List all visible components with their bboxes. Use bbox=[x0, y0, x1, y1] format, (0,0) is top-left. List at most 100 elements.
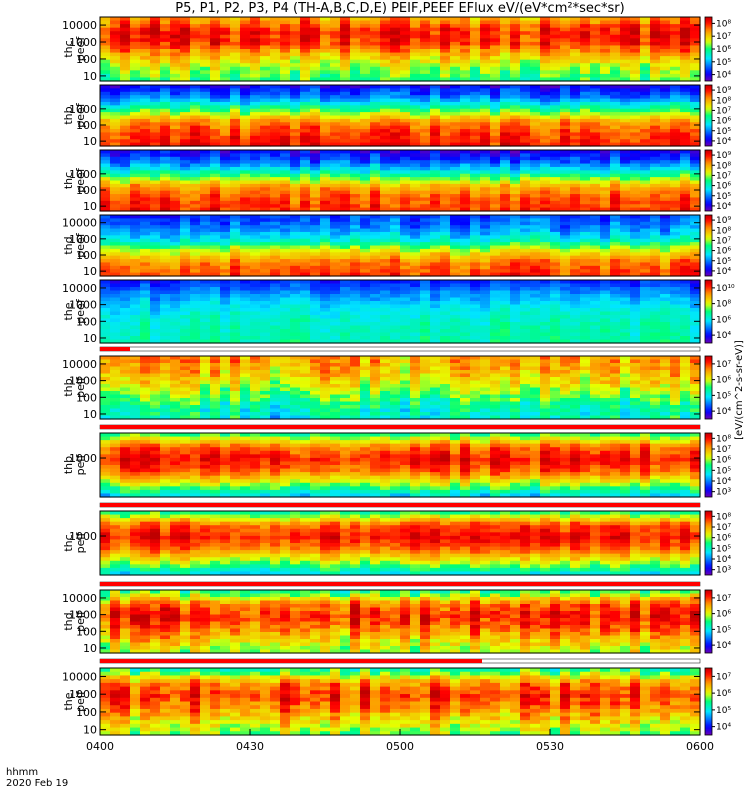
panel-probe-label: thb bbox=[62, 378, 75, 396]
colorbar bbox=[704, 16, 713, 82]
colorbar-tick-label: 10⁵ bbox=[716, 625, 731, 635]
panel-product-label: peif bbox=[74, 376, 87, 398]
y-tick-label: 1000 bbox=[69, 168, 97, 181]
y-tick-label: 100 bbox=[76, 119, 97, 132]
status-bar-fill bbox=[100, 503, 700, 507]
y-tick-label: 1000 bbox=[69, 233, 97, 246]
colorbar-tick-label: 10⁵ bbox=[716, 544, 731, 554]
y-tick-label: 10 bbox=[83, 642, 97, 655]
colorbar-tick-label: 10⁸ bbox=[716, 161, 731, 171]
x-tick-label: 0530 bbox=[536, 740, 564, 753]
colorbar-label: [eV/(cm^2-s-sr-eV)] bbox=[734, 340, 745, 440]
panel-thd-peif: 10 100 1000 10000 thd peif 10⁴ 10⁵ 10⁶ 10⁷ bbox=[62, 589, 731, 655]
colorbar-tick-label: 10⁷ bbox=[716, 672, 731, 682]
panel-probe-label: the bbox=[62, 302, 75, 320]
panel-probe-label: thc bbox=[62, 534, 75, 551]
panel-product-label: peef bbox=[74, 102, 87, 128]
colorbar-tick-label: 10⁷ bbox=[716, 236, 731, 246]
panel-product-label: peef bbox=[74, 36, 87, 62]
panel-frame bbox=[99, 149, 701, 212]
panel-product-label: peef bbox=[74, 298, 87, 324]
y-tick-label: 1000 bbox=[69, 609, 97, 622]
colorbar-tick-label: 10⁸ bbox=[716, 226, 731, 236]
colorbar-tick-label: 10⁴ bbox=[716, 641, 731, 651]
date-label: 2020 Feb 19 bbox=[6, 778, 69, 789]
y-tick-label: 100 bbox=[76, 706, 97, 719]
colorbar-tick-label: 10⁶ bbox=[716, 610, 731, 620]
colorbar-tick-label: 10⁴ bbox=[716, 477, 731, 487]
colorbar-tick-label: 10⁷ bbox=[716, 171, 731, 181]
colorbar-tick-label: 10⁶ bbox=[716, 117, 731, 127]
colorbar-tick-label: 10⁶ bbox=[716, 45, 731, 55]
panel-probe-label: thc bbox=[62, 40, 75, 57]
y-tick-label: 100 bbox=[76, 315, 97, 328]
y-tick-label: 10 bbox=[83, 135, 97, 148]
colorbar-tick-label: 10⁴ bbox=[716, 267, 731, 277]
colorbar-tick-label: 10⁹ bbox=[716, 216, 731, 226]
panel-probe-label: thc bbox=[62, 172, 75, 189]
status-bar-fill bbox=[100, 425, 700, 429]
colorbar-tick-label: 10⁶ bbox=[716, 247, 731, 257]
panel-probe-label: thd bbox=[62, 236, 75, 254]
colorbar-tick-label: 10⁶ bbox=[716, 689, 731, 699]
status-bar-fill bbox=[100, 347, 130, 351]
colorbar bbox=[704, 667, 713, 736]
panel-frame bbox=[99, 589, 701, 654]
y-tick-label: 1000 bbox=[69, 103, 97, 116]
y-tick-label: 10 bbox=[83, 200, 97, 213]
panel-thb-peif: 10 100 1000 10000 thb peif 10⁴ 10⁵ 10⁶ 10⁷ bbox=[62, 355, 731, 421]
y-tick-label: 10000 bbox=[62, 217, 97, 230]
colorbar-tick-label: 10¹⁰ bbox=[716, 284, 735, 294]
panel-the-peef: 10 100 1000 10000 the peef 10⁴ 10⁶ 10⁸ 10¹⁰ bbox=[62, 279, 735, 345]
colorbar-tick-label: 10⁴ bbox=[716, 137, 731, 147]
colorbar-tick-label: 10⁸ bbox=[716, 96, 731, 106]
colorbar-tick-label: 10⁷ bbox=[716, 594, 731, 604]
colorbar-tick-label: 10⁸ bbox=[716, 434, 731, 444]
y-tick-label: 1000 bbox=[69, 688, 97, 701]
time-axis-label: hhmm bbox=[6, 767, 39, 778]
colorbar bbox=[704, 214, 713, 277]
panel-frame bbox=[99, 279, 701, 344]
colorbar bbox=[704, 84, 713, 147]
colorbar bbox=[704, 279, 713, 344]
y-tick-label: 100 bbox=[76, 184, 97, 197]
colorbar-tick-label: 10⁵ bbox=[716, 706, 731, 716]
colorbar-tick-label: 10⁴ bbox=[716, 331, 731, 341]
colorbar-tick-label: 10⁴ bbox=[716, 555, 731, 565]
y-tick-label: 1000 bbox=[69, 36, 97, 49]
y-tick-label: 10 bbox=[83, 332, 97, 345]
y-tick-label: 10 bbox=[83, 408, 97, 421]
y-tick-label: 10000 bbox=[62, 670, 97, 683]
y-tick-label: 10000 bbox=[62, 282, 97, 295]
y-tick-label: 1000 bbox=[69, 530, 97, 543]
y-tick-label: 1000 bbox=[69, 452, 97, 465]
y-tick-label: 10000 bbox=[62, 19, 97, 32]
y-tick-label: 100 bbox=[76, 625, 97, 638]
colorbar-tick-label: 10⁷ bbox=[716, 523, 731, 533]
colorbar bbox=[704, 355, 713, 420]
status-bar-fill bbox=[100, 582, 700, 586]
colorbar-tick-label: 10⁷ bbox=[716, 32, 731, 42]
x-tick-label: 0430 bbox=[236, 740, 264, 753]
x-tick-label: 0400 bbox=[86, 740, 114, 753]
panel-product-label: peif bbox=[74, 690, 87, 712]
y-tick-label: 1000 bbox=[69, 375, 97, 388]
y-tick-label: 100 bbox=[76, 53, 97, 66]
panel-product-label: peif bbox=[74, 454, 87, 476]
status-bar-fill bbox=[100, 659, 482, 663]
colorbar bbox=[704, 510, 713, 576]
x-tick-label: 0600 bbox=[686, 740, 714, 753]
colorbar-tick-label: 10⁴ bbox=[716, 407, 731, 417]
status-bar bbox=[99, 346, 701, 352]
x-tick-label: 0500 bbox=[386, 740, 414, 753]
y-tick-label: 10000 bbox=[62, 592, 97, 605]
colorbar-tick-label: 10⁴ bbox=[716, 202, 731, 212]
colorbar bbox=[704, 149, 713, 212]
colorbar-tick-label: 10⁵ bbox=[716, 58, 731, 68]
panel-probe-label: the bbox=[62, 692, 75, 710]
